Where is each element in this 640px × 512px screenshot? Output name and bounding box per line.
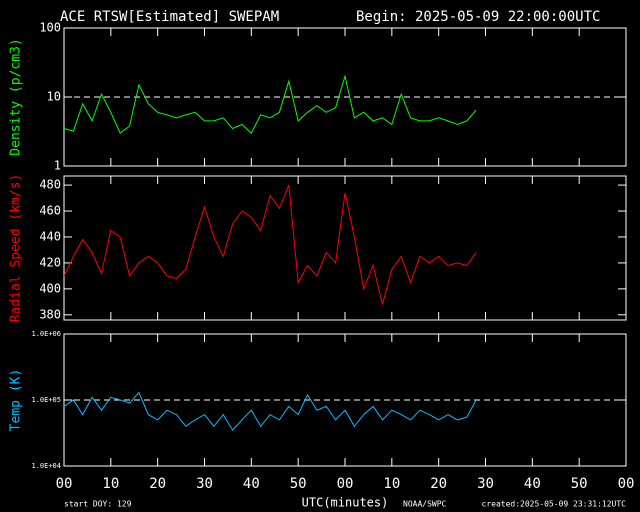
y-axis-label: Radial Speed (km/s) — [9, 174, 24, 323]
x-tick-label: 20 — [149, 476, 166, 492]
data-line — [63, 391, 477, 431]
y-tick-label: 1 — [54, 159, 61, 173]
data-line — [63, 184, 477, 305]
y-tick-label: 380 — [39, 307, 61, 321]
y-tick-label: 480 — [39, 178, 61, 192]
x-tick-label: 30 — [196, 476, 213, 492]
y-tick-label: 1.0E+06 — [31, 330, 61, 338]
y-tick-label: 100 — [39, 21, 61, 35]
x-tick-label: 50 — [290, 476, 307, 492]
y-tick-label: 420 — [39, 255, 61, 269]
y-tick-label: 1.0E+04 — [31, 462, 61, 470]
credit: NOAA/SWPC — [403, 500, 447, 509]
begin-time: Begin: 2025-05-09 22:00:00UTC — [356, 9, 600, 25]
y-tick-label: 400 — [39, 281, 61, 295]
data-line — [63, 74, 477, 134]
x-tick-label: 50 — [571, 476, 588, 492]
x-tick-label: 10 — [102, 476, 119, 492]
y-axis-label: Density (p/cm3) — [9, 38, 24, 155]
y-tick-label: 460 — [39, 204, 61, 218]
chart-title: ACE RTSW[Estimated] SWEPAM — [60, 9, 279, 25]
x-tick-label: 00 — [56, 476, 73, 492]
x-tick-label: 20 — [430, 476, 447, 492]
x-tick-label: 00 — [337, 476, 354, 492]
x-tick-label: 40 — [524, 476, 541, 492]
y-tick-label: 1.0E+05 — [31, 396, 61, 404]
start-doy: start DOY: 129 — [64, 500, 132, 509]
x-tick-label: 30 — [477, 476, 494, 492]
x-axis-label: UTC(minutes) — [302, 496, 389, 510]
x-tick-label: 00 — [618, 476, 635, 492]
y-tick-label: 10 — [47, 90, 61, 104]
created-time: created:2025-05-09 23:31:12UTC — [482, 500, 627, 509]
x-tick-label: 40 — [243, 476, 260, 492]
y-tick-label: 440 — [39, 229, 61, 243]
x-tick-label: 10 — [383, 476, 400, 492]
y-axis-label: Temp (K) — [9, 369, 24, 432]
